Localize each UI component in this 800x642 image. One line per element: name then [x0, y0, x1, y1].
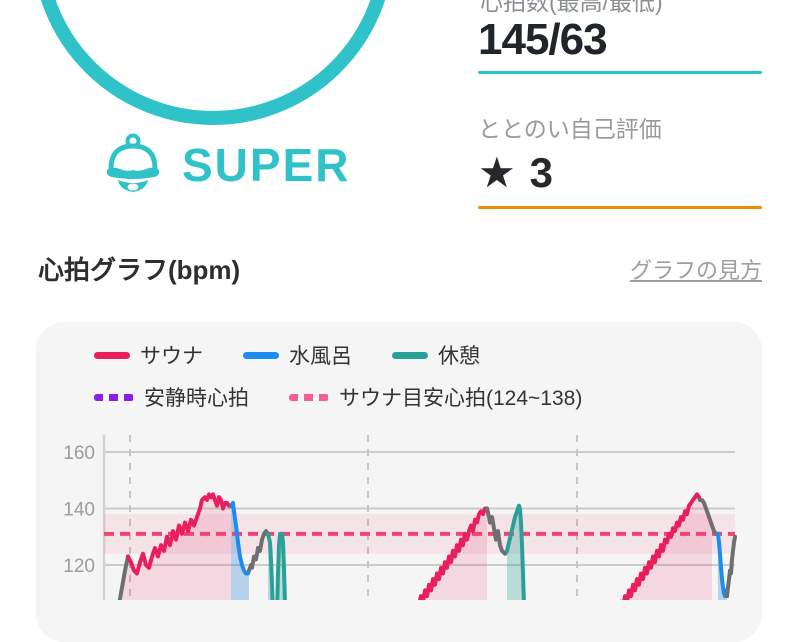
star-icon: ★ [478, 149, 516, 196]
water-line-swatch [243, 351, 279, 359]
legend-label: 休憩 [438, 345, 480, 368]
legend-label: 水風呂 [289, 345, 352, 368]
metrics-panel: 心拍数(最高/最低) 145/63 ととのい自己評価 ★ 3 [478, 0, 762, 209]
legend-row-1: サウナ 水風呂 休憩 [94, 340, 582, 370]
legend-label: サウナ [140, 345, 203, 368]
legend-item-target-hr: サウナ目安心拍(124~138) [289, 382, 582, 412]
rank-label: SUPER [182, 139, 351, 191]
graph-help-link[interactable]: グラフの見方 [629, 257, 762, 283]
sauna-line-swatch [94, 351, 130, 359]
legend-item-sauna: サウナ [94, 340, 203, 370]
heart-rate-minmax-label: 心拍数(最高/最低) [480, 0, 663, 15]
legend-item-water: 水風呂 [243, 340, 352, 370]
chart-section-header: 心拍グラフ(bpm) グラフの見方 [38, 250, 762, 287]
totonoi-ring [32, 0, 394, 125]
rank-badge: SUPER [100, 132, 350, 198]
star-count: 3 [529, 149, 554, 196]
legend-row-2: 安静時心拍 サウナ目安心拍(124~138) [94, 382, 582, 412]
self-rating-label: ととのい自己評価 [478, 116, 662, 142]
resting-hr-swatch [94, 393, 134, 401]
orange-divider [478, 206, 762, 209]
heart-rate-chart-card: サウナ 水風呂 休憩 安静時心拍 サウナ目安心拍(124~138) [36, 322, 762, 642]
target-hr-swatch [289, 393, 329, 401]
legend-item-rest: 休憩 [392, 340, 480, 370]
legend-label: 安静時心拍 [144, 387, 249, 410]
sauna-hat-icon [100, 132, 166, 198]
heart-rate-minmax-value: 145/63 [478, 15, 608, 64]
teal-divider [478, 71, 762, 74]
self-rating-value: ★ 3 [478, 152, 762, 194]
legend-label: サウナ目安心拍(124~138) [339, 387, 583, 410]
legend-item-resting-hr: 安静時心拍 [94, 382, 249, 412]
chart-legend: サウナ 水風呂 休憩 安静時心拍 サウナ目安心拍(124~138) [94, 340, 582, 412]
rest-line-swatch [392, 351, 428, 359]
chart-section-title: 心拍グラフ(bpm) [38, 255, 241, 285]
